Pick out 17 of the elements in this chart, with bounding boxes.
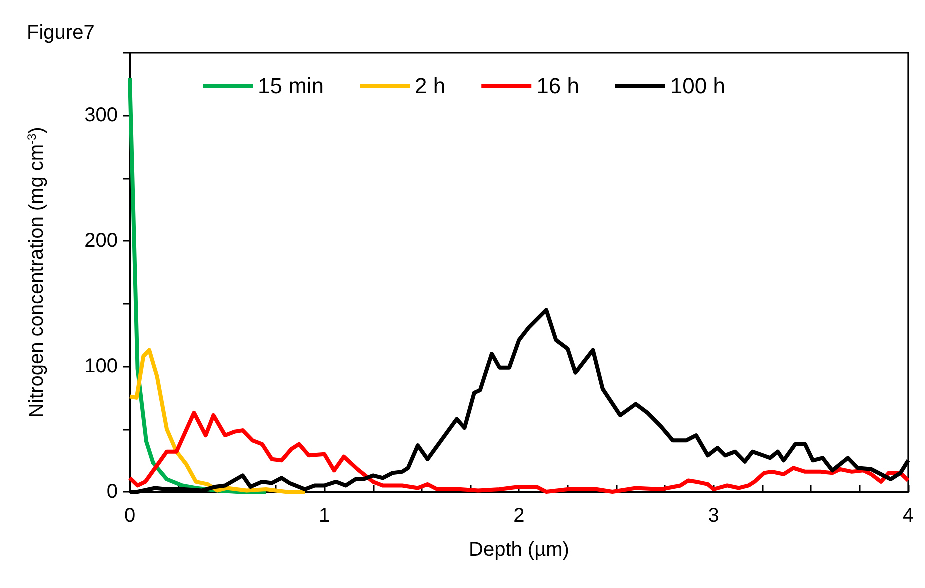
y-tick-label: 0 — [106, 481, 118, 503]
legend-label: 16 h — [536, 74, 580, 98]
legend-label: 100 h — [670, 74, 726, 98]
x-tick-label: 3 — [708, 505, 720, 527]
y-axis-title: Nitrogen concentration (mg cm-3) — [25, 127, 48, 418]
x-tick-label: 4 — [902, 505, 914, 527]
y-tick-label: 100 — [84, 356, 118, 378]
x-tick-label: 0 — [124, 505, 136, 527]
x-tick-label: 2 — [514, 505, 525, 527]
line-series — [128, 348, 308, 494]
x-tick-label: 1 — [319, 505, 330, 527]
chart-title: Figure7 — [27, 22, 95, 44]
legend-label: 2 h — [415, 74, 446, 98]
y-tick-label: 200 — [84, 230, 118, 252]
legend-label: 15 min — [258, 74, 324, 98]
x-axis-title: Depth (µm) — [469, 539, 570, 561]
y-tick-label: 300 — [84, 104, 118, 127]
